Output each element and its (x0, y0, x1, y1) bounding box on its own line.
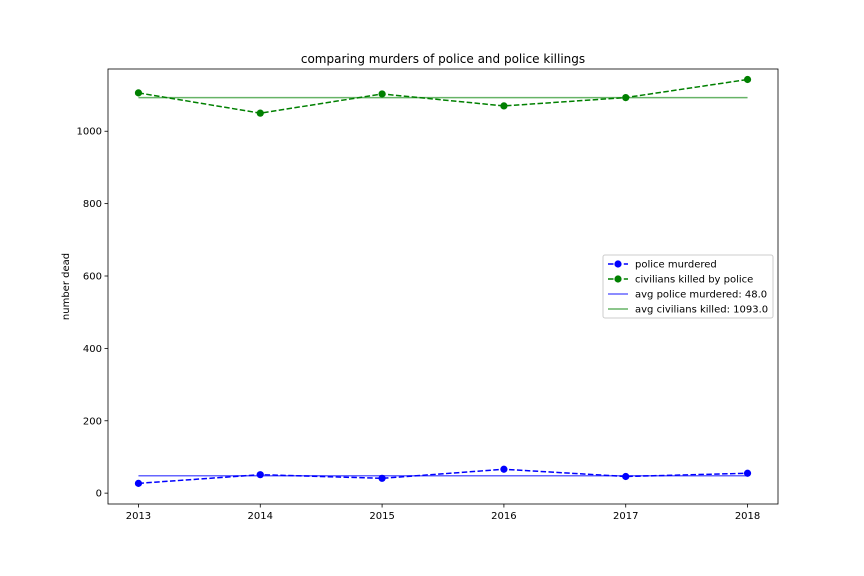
series-1-point-1 (256, 109, 264, 117)
x-tick-label-1: 2014 (248, 511, 273, 522)
series-line-0 (138, 468, 748, 485)
y-tick-label-2: 400 (83, 344, 102, 355)
y-tick-label-3: 600 (83, 272, 102, 283)
series-0-point-3 (500, 465, 508, 473)
x-axis: 2013 2014 2015 2016 2017 2018 (126, 504, 760, 522)
x-tick-label-2: 2015 (369, 511, 394, 522)
legend-marker-0 (614, 260, 622, 268)
series-0-point-2 (378, 474, 386, 482)
y-tick-label-1: 200 (83, 416, 102, 427)
series-1-point-4 (622, 93, 630, 102)
y-axis-label: number dead (61, 253, 72, 320)
series-0-point-4 (622, 472, 630, 481)
legend-label-0: police murdered (635, 260, 717, 271)
legend-box (602, 254, 774, 319)
y-axis: 0 200 400 600 800 1000 (77, 127, 108, 500)
legend-label-1: civilians killed by police (635, 275, 753, 286)
x-tick-label-5: 2018 (735, 511, 760, 522)
x-tick-label-4: 2017 (613, 511, 638, 522)
y-tick-label-5: 1000 (77, 127, 102, 138)
y-tick-label-4: 800 (83, 199, 102, 210)
chart-title: comparing murders of police and police k… (301, 52, 585, 66)
series-line-1 (138, 78, 748, 114)
series-1-point-2 (378, 90, 386, 98)
legend-marker-1 (614, 275, 622, 283)
series-1-point-5 (743, 75, 752, 84)
legend: police murdered civilians killed by polic… (602, 254, 774, 319)
series-1-point-0 (134, 89, 143, 97)
x-tick-label-3: 2016 (491, 511, 516, 522)
plot-area (134, 75, 752, 487)
series-0-point-5 (743, 469, 752, 477)
series-0-point-0 (134, 479, 143, 487)
legend-label-2: avg police murdered: 48.0 (635, 290, 767, 301)
plot-frame (107, 68, 779, 505)
series-1-point-3 (500, 102, 508, 110)
y-tick-label-0: 0 (96, 489, 102, 500)
x-tick-label-0: 2013 (126, 511, 151, 522)
legend-label-3: avg civilians killed: 1093.0 (635, 305, 768, 316)
series-0-point-1 (256, 471, 264, 479)
